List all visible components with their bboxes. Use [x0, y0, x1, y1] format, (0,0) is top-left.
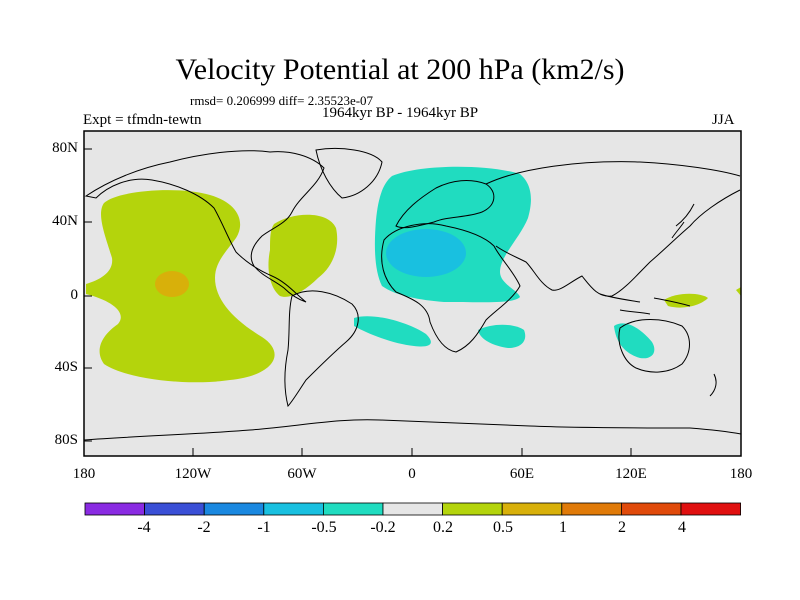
rmsd-diff-stats: rmsd= 0.206999 diff= 2.35523e-07: [190, 93, 374, 108]
greenland-coast: [315, 148, 383, 199]
central-pacific-core: [155, 271, 189, 297]
europe-coast: [395, 180, 495, 229]
colorbar-label: -0.5: [311, 519, 337, 536]
y-label-40s: 40S: [54, 359, 78, 375]
axis-ticks: [83, 148, 742, 456]
colorbar-label: 2: [618, 519, 626, 536]
x-label-120e: 120E: [615, 466, 647, 482]
colorbar-swatch: [84, 502, 145, 516]
colorbar-label: -4: [137, 519, 151, 536]
y-label-80s: 80S: [54, 432, 78, 448]
colorbar-swatch: [501, 502, 563, 516]
colorbar-label: 4: [678, 519, 686, 536]
colorbar-swatch: [382, 502, 443, 516]
x-label-180w: 180: [72, 466, 96, 482]
west-atlantic-positive: [268, 214, 338, 297]
page-title: Velocity Potential at 200 hPa (km2/s): [175, 53, 625, 86]
colorbar-label: 1: [559, 519, 567, 536]
coastlines: [83, 148, 742, 441]
colorbar-label: -2: [197, 519, 211, 536]
x-label-180e: 180: [729, 466, 753, 482]
colorbar-swatch: [680, 502, 741, 516]
x-label-60e: 60E: [509, 466, 535, 482]
season-label: JJA: [712, 112, 735, 128]
period-label: 1964kyr BP - 1964kyr BP: [321, 105, 479, 121]
west-pacific-positive: [664, 293, 708, 308]
contour-fills: [86, 166, 741, 383]
australia-negative: [614, 323, 655, 359]
colorbar-label: -0.2: [370, 519, 396, 536]
colorbar-swatch: [442, 502, 503, 516]
colorbar-label: -1: [257, 519, 271, 536]
colorbar-swatch: [263, 502, 324, 516]
japan-coast: [671, 203, 695, 239]
sahara-core: [386, 229, 466, 277]
australia-coast: [618, 319, 690, 373]
colorbar-swatch: [203, 502, 265, 516]
new-zealand-coast: [709, 373, 717, 397]
colorbar-swatch: [561, 502, 622, 516]
colorbar-label: 0.2: [433, 519, 453, 536]
y-label-0: 0: [70, 287, 79, 303]
x-label-0: 0: [408, 466, 416, 482]
x-label-120w: 120W: [174, 466, 212, 482]
y-label-80n: 80N: [52, 140, 78, 156]
asia-coast: [485, 161, 741, 297]
y-label-40n: 40N: [52, 213, 78, 229]
north-america-coast: [84, 150, 325, 303]
colorbar-label: 0.5: [493, 519, 513, 536]
x-label-60w: 60W: [287, 466, 317, 482]
colorbar-swatch: [322, 502, 384, 516]
antarctica-coast: [83, 419, 742, 441]
south-america-coast: [284, 290, 359, 407]
dateline-positive-sliver: [736, 287, 741, 296]
colorbar-swatch: [144, 502, 205, 516]
south-atlantic-negative: [354, 316, 431, 347]
africa-coast: [381, 223, 521, 353]
indonesia-coast: [599, 293, 691, 315]
colorbar-swatch: [621, 502, 682, 516]
experiment-label: Expt = tfmdn-tewtn: [83, 112, 202, 128]
colorbar: [84, 502, 741, 516]
indian-ocean-negative: [478, 324, 526, 348]
